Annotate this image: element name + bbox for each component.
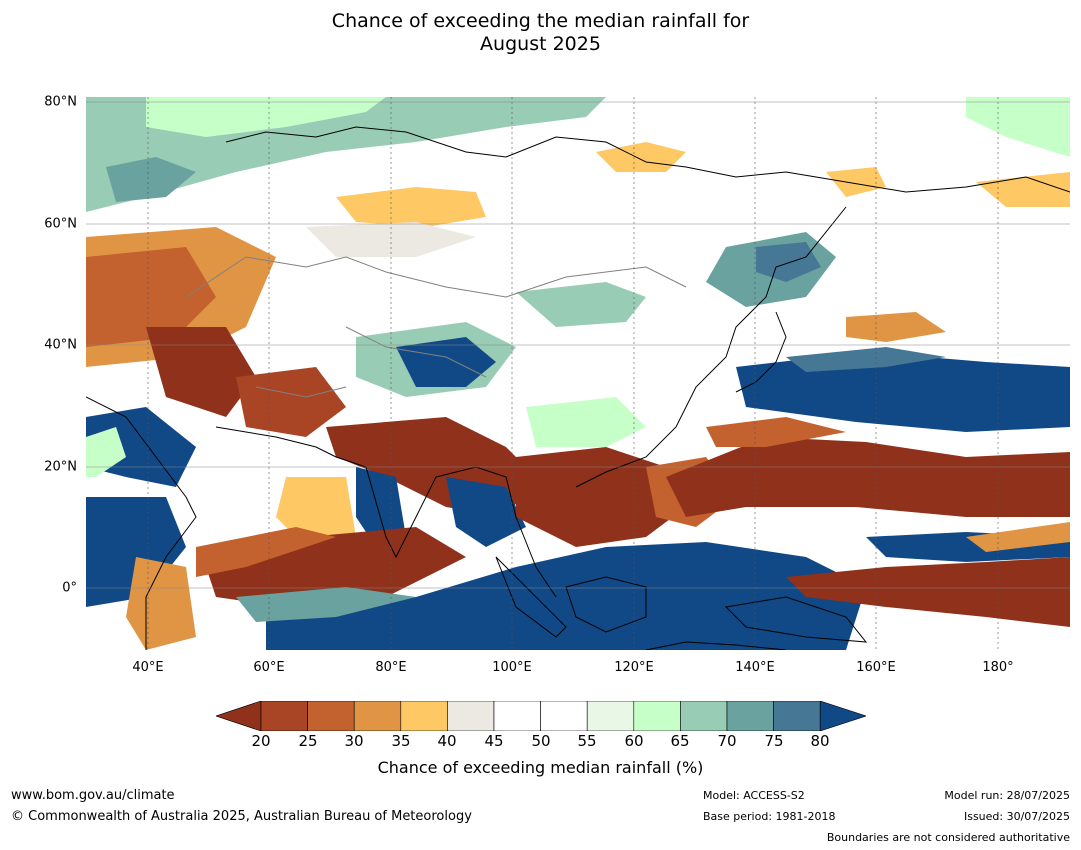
colorbar-bin-35-40: [400, 701, 448, 731]
coastline-south-asia: [215, 426, 557, 598]
region-caucasus-brown: [146, 327, 256, 417]
colorbar: [216, 701, 866, 731]
region-china-south-green: [526, 397, 646, 447]
region-pacific-north-teal: [786, 347, 946, 372]
region-equatorial-blue: [266, 542, 866, 650]
colorbar-bin-40-45: [447, 701, 495, 731]
lon-label-120e: 120°E: [614, 660, 654, 675]
colorbar-bin-45-50: [493, 701, 541, 731]
region-kamchatka-orange: [826, 167, 886, 197]
region-africa-lightgreen: [86, 427, 126, 477]
country-borders: [185, 256, 687, 398]
title-line-2: August 2025: [480, 33, 601, 55]
footer-model: Model: ACCESS-S2: [703, 789, 805, 802]
region-equatorial-teal: [236, 587, 416, 622]
footer-disclaimer: Boundaries are not considered authoritat…: [826, 831, 1070, 844]
lat-gridlines: [86, 101, 1070, 589]
region-beige-north: [306, 222, 476, 257]
footer-base-period: Base period: 1981-2018: [703, 810, 836, 823]
region-manchuria-blue: [756, 242, 821, 282]
colorbar-tick-30: 30: [344, 732, 364, 750]
colorbar-tick-55: 55: [577, 732, 597, 750]
colorbar-bin-65-70: [680, 701, 728, 731]
gridlines: [147, 97, 999, 650]
chart-title: Chance of exceeding the median rainfall …: [0, 10, 1081, 56]
lon-label-80e: 80°E: [375, 660, 407, 675]
region-bay-bengal-blue: [446, 477, 526, 547]
lon-label-100e: 100°E: [492, 660, 532, 675]
colorbar-tick-60: 60: [624, 732, 644, 750]
colorbar-tick-40: 40: [437, 732, 457, 750]
colorbar-tick-75: 75: [764, 732, 784, 750]
colorbar-bin-50-55: [540, 701, 588, 731]
region-iran-brown: [236, 367, 346, 437]
coastline-new-guinea: [724, 596, 868, 643]
region-pacific-south-brown: [786, 557, 1070, 627]
region-india-blue: [356, 467, 406, 547]
coastline-africa: [86, 396, 197, 650]
region-pacific-brown-band: [666, 437, 1070, 517]
lat-label-40n: 40°N: [44, 337, 77, 353]
colorbar-tick-50: 50: [531, 732, 551, 750]
region-arctic-west-lightgreen: [146, 97, 386, 137]
region-pacific-south-orange: [966, 522, 1070, 552]
map-svg: [86, 97, 1070, 650]
title-line-1: Chance of exceeding the median rainfall …: [331, 10, 750, 32]
region-pacific-north-blue: [736, 352, 1070, 432]
footer-copyright: © Commonwealth of Australia 2025, Austra…: [11, 809, 472, 824]
lon-label-180: 180°: [982, 660, 1014, 675]
colorbar-tick-20: 20: [251, 732, 271, 750]
colorbar-tick-80: 80: [810, 732, 830, 750]
colorbar-tick-35: 35: [391, 732, 411, 750]
coastline-sumatra: [495, 556, 567, 638]
lon-label-140e: 140°E: [735, 660, 775, 675]
region-arctic-teal: [106, 157, 196, 202]
region-se-asia-brown: [516, 447, 686, 547]
footer-issued: Issued: 30/07/2025: [963, 810, 1070, 823]
lon-label-40e: 40°E: [132, 660, 164, 675]
region-indian-ocean-rust: [196, 527, 336, 577]
colorbar-bin-25-30: [307, 701, 355, 731]
colorbar-tick-70: 70: [717, 732, 737, 750]
lat-label-60n: 60°N: [44, 216, 77, 232]
footer-url: www.bom.gov.au/climate: [11, 788, 175, 803]
colorbar-bin-75-80: [773, 701, 821, 731]
colorbar-bin-70-75: [726, 701, 774, 731]
region-mongolia-green: [516, 282, 646, 327]
colorbar-tick-45: 45: [484, 732, 504, 750]
lat-label-0: 0°: [62, 580, 77, 596]
lon-label-160e: 160°E: [856, 660, 896, 675]
region-chukotka-orange: [976, 172, 1070, 207]
region-africa-south-orange: [126, 557, 196, 650]
lon-label-60e: 60°E: [253, 660, 285, 675]
region-pacific-orange-north: [846, 312, 946, 342]
colorbar-tick-25: 25: [298, 732, 318, 750]
colorbar-tick-65: 65: [670, 732, 690, 750]
colorbar-bin-20-25: [260, 701, 308, 731]
region-east-africa-blue: [86, 497, 186, 607]
region-tibet-blue: [396, 337, 496, 387]
region-siberia-orange: [336, 187, 486, 227]
colorbar-bin-55-60: [586, 701, 635, 731]
coastline-japan: [735, 311, 787, 393]
colorbar-under-arrow: [216, 701, 262, 731]
coastline-europe-asia: [225, 126, 1070, 193]
colorbar-bin-60-65: [633, 701, 681, 731]
region-pacific-rust-band: [706, 417, 846, 447]
region-europe-rust: [86, 247, 216, 347]
colorbar-label: Chance of exceeding median rainfall (%): [377, 758, 704, 777]
region-arctic-east-lightgreen: [966, 97, 1070, 157]
coastline-borneo: [565, 576, 647, 633]
rainfall-map: [86, 97, 1070, 650]
colorbar-over-arrow: [819, 701, 866, 731]
coastline-australia-north: [645, 641, 787, 650]
lat-label-80n: 80°N: [44, 94, 77, 110]
lat-label-20n: 20°N: [44, 459, 77, 475]
coastline-east-asia: [575, 206, 847, 488]
footer-model-run: Model run: 28/07/2025: [944, 789, 1070, 802]
colorbar-bin-30-35: [353, 701, 402, 731]
